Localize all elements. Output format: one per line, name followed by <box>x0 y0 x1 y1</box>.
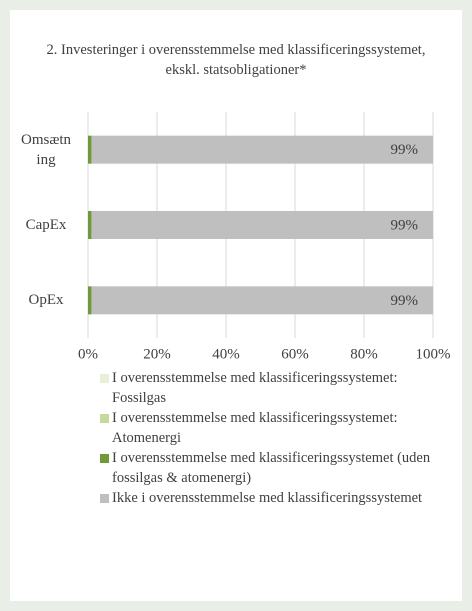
bar-segment <box>91 135 433 164</box>
bar-segment <box>91 211 433 239</box>
legend-item: I overensstemmelse med klassificeringssy… <box>100 408 445 448</box>
x-tick-label: 60% <box>281 346 309 362</box>
legend-item: Ikke i overensstemmelse med klassificeri… <box>100 488 445 508</box>
legend-item: I overensstemmelse med klassificeringssy… <box>100 448 445 488</box>
data-label: 99% <box>391 293 419 309</box>
legend-swatch <box>100 494 109 503</box>
legend: I overensstemmelse med klassificeringssy… <box>100 368 445 508</box>
legend-label: I overensstemmelse med klassificeringssy… <box>112 410 398 446</box>
legend-label: I overensstemmelse med klassificeringssy… <box>112 370 398 406</box>
bar-segment <box>91 286 433 315</box>
legend-label: Ikke i overensstemmelse med klassificeri… <box>112 490 423 506</box>
legend-item: I overensstemmelse med klassificeringssy… <box>100 368 445 408</box>
data-label: 99% <box>391 142 419 158</box>
x-tick-label: 0% <box>78 346 98 362</box>
bar-segment <box>88 286 92 315</box>
x-tick-label: 80% <box>350 346 378 362</box>
chart-title: 2. Investeringer i overensstemmelse med … <box>46 42 426 78</box>
x-tick-label: 20% <box>143 346 171 362</box>
legend-label: I overensstemmelse med klassificeringssy… <box>112 450 431 486</box>
y-tick-label: CapEx <box>25 217 67 233</box>
bar-segment <box>88 211 92 239</box>
y-tick-label: OpEx <box>28 292 64 309</box>
x-tick-label: 40% <box>212 346 240 362</box>
legend-swatch <box>100 374 109 383</box>
bar-segment <box>88 135 92 164</box>
legend-swatch <box>100 414 109 423</box>
legend-swatch <box>100 454 109 463</box>
data-label: 99% <box>391 217 419 233</box>
y-tick-label: Omsætning <box>20 131 71 168</box>
x-tick-label: 100% <box>416 346 451 362</box>
